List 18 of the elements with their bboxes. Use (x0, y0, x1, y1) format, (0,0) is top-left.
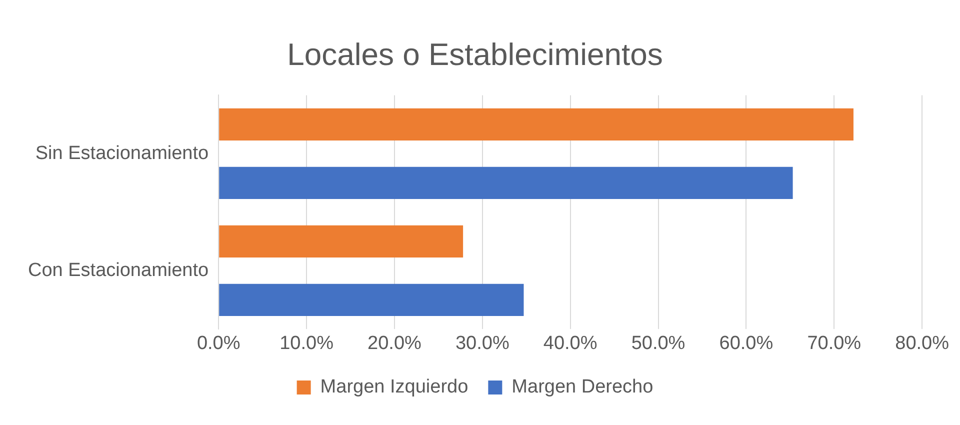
y-tick-label: Sin Estacionamiento (35, 142, 209, 164)
bar (219, 225, 464, 258)
x-tick-label: 50.0% (631, 332, 686, 354)
legend-label: Margen Derecho (512, 376, 654, 398)
x-tick-label: 80.0% (895, 332, 950, 354)
x-tick-label: 30.0% (455, 332, 510, 354)
x-tick-label: 40.0% (543, 332, 598, 354)
x-tick-label: 0.0% (196, 332, 240, 354)
x-tick-label: 60.0% (719, 332, 774, 354)
y-tick-label: Con Estacionamiento (28, 260, 209, 281)
bar (219, 108, 854, 141)
chart-title: Locales o Establecimientos (287, 37, 663, 72)
x-tick-label: 20.0% (368, 332, 422, 354)
legend-label: Margen Izquierdo (320, 376, 468, 398)
x-tick-label: 70.0% (807, 332, 862, 354)
bar (219, 166, 793, 200)
x-tick-label: 10.0% (280, 332, 334, 354)
bar (219, 284, 524, 316)
